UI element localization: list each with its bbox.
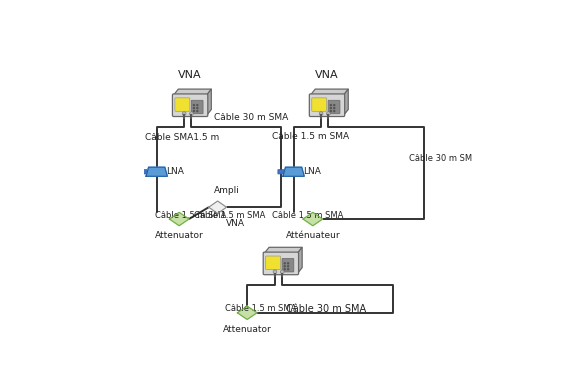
FancyBboxPatch shape <box>263 252 299 275</box>
Text: Câble 1.5 m SMA: Câble 1.5 m SMA <box>194 211 265 220</box>
FancyBboxPatch shape <box>191 100 203 114</box>
Text: Atténuateur: Atténuateur <box>286 231 340 240</box>
Circle shape <box>193 108 194 109</box>
Circle shape <box>328 113 329 114</box>
FancyBboxPatch shape <box>175 98 190 111</box>
Polygon shape <box>311 89 348 95</box>
Circle shape <box>333 108 335 109</box>
Circle shape <box>320 112 323 115</box>
Circle shape <box>184 113 185 114</box>
Polygon shape <box>298 247 302 273</box>
Circle shape <box>282 271 283 273</box>
FancyBboxPatch shape <box>278 170 284 174</box>
Circle shape <box>333 111 335 112</box>
Circle shape <box>183 112 186 115</box>
Circle shape <box>284 266 285 267</box>
Circle shape <box>193 111 194 112</box>
Circle shape <box>284 269 285 270</box>
Text: Câble 1.5 m SMA: Câble 1.5 m SMA <box>272 211 343 220</box>
Text: Câble SMA1.5 m: Câble SMA1.5 m <box>145 133 219 142</box>
Circle shape <box>197 111 198 112</box>
Circle shape <box>274 271 276 273</box>
Circle shape <box>190 112 193 115</box>
Polygon shape <box>209 201 226 214</box>
Text: Câble 1.5 m SMA: Câble 1.5 m SMA <box>154 211 226 220</box>
Circle shape <box>327 112 330 115</box>
Text: Câble 1.5 m SMA: Câble 1.5 m SMA <box>225 304 296 313</box>
Circle shape <box>333 104 335 106</box>
Polygon shape <box>283 167 304 176</box>
FancyBboxPatch shape <box>141 170 147 174</box>
Text: Câble 30 m SMA: Câble 30 m SMA <box>286 304 367 314</box>
FancyBboxPatch shape <box>310 94 345 116</box>
FancyBboxPatch shape <box>312 98 327 111</box>
FancyBboxPatch shape <box>173 94 208 116</box>
Text: LNA: LNA <box>166 167 184 176</box>
Circle shape <box>197 104 198 106</box>
Text: LNA: LNA <box>303 167 321 176</box>
Circle shape <box>197 108 198 109</box>
Polygon shape <box>264 247 302 253</box>
Text: VNA: VNA <box>226 219 245 228</box>
Polygon shape <box>206 89 211 115</box>
Polygon shape <box>146 167 168 176</box>
Circle shape <box>280 270 284 273</box>
Text: VNA: VNA <box>178 70 202 80</box>
Circle shape <box>284 263 285 264</box>
Circle shape <box>320 113 322 114</box>
Text: VNA: VNA <box>315 70 339 80</box>
Polygon shape <box>174 89 211 95</box>
Polygon shape <box>303 212 323 226</box>
Circle shape <box>190 113 192 114</box>
Polygon shape <box>169 212 189 226</box>
FancyBboxPatch shape <box>266 256 280 270</box>
FancyBboxPatch shape <box>328 100 340 114</box>
FancyBboxPatch shape <box>282 258 294 272</box>
Text: Câble 30 m SM: Câble 30 m SM <box>409 154 472 163</box>
Polygon shape <box>344 89 348 115</box>
Circle shape <box>274 270 276 273</box>
Text: Ampli: Ampli <box>214 186 239 195</box>
Polygon shape <box>238 306 257 319</box>
Text: Câble 30 m SMA: Câble 30 m SMA <box>214 113 288 122</box>
Text: Câble 1.5 m SMA: Câble 1.5 m SMA <box>272 132 349 141</box>
Text: Attenuator: Attenuator <box>223 324 271 334</box>
Text: Attenuator: Attenuator <box>155 231 203 240</box>
Circle shape <box>193 104 194 106</box>
